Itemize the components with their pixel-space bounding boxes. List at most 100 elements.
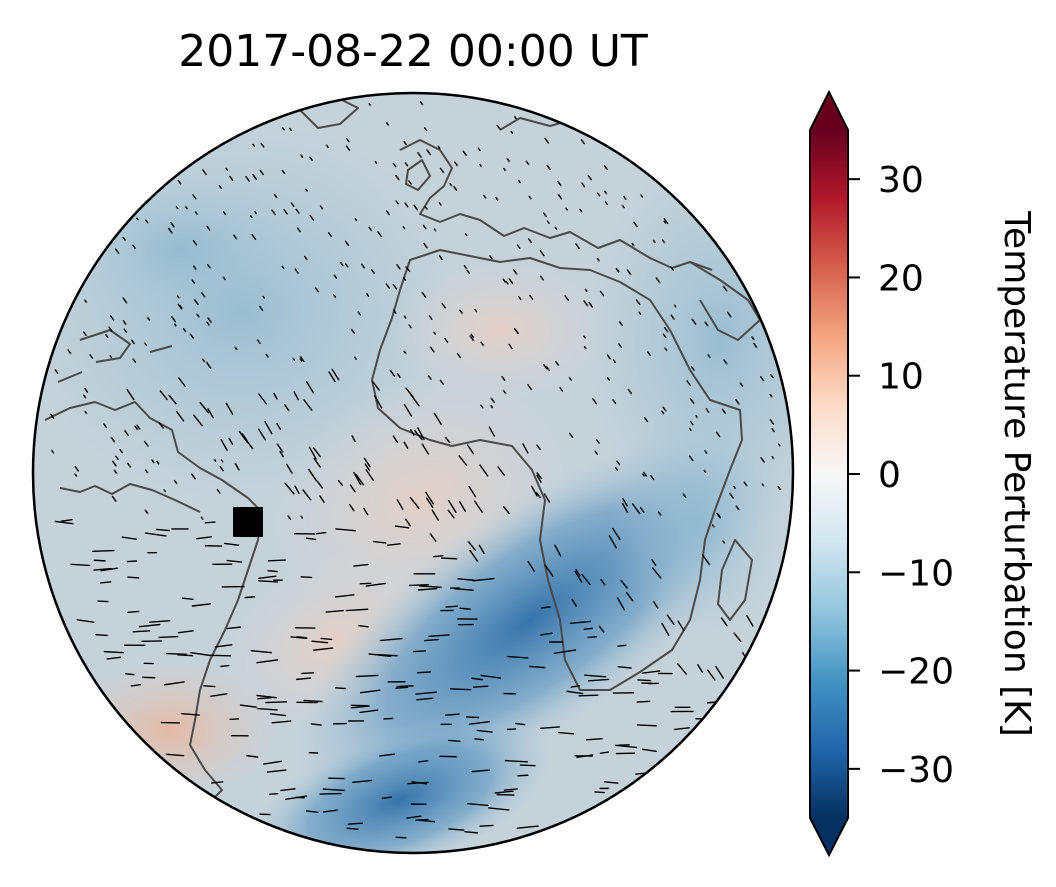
wind-vector (516, 825, 539, 829)
wind-vector (661, 239, 666, 244)
wind-vector (281, 169, 286, 175)
wind-vector (283, 403, 290, 412)
wind-vector (464, 830, 478, 834)
wind-vector (93, 559, 106, 562)
wind-vector (439, 167, 445, 174)
wind-vector (228, 437, 234, 445)
wind-vector (91, 549, 115, 552)
wind-vector (273, 193, 278, 199)
wind-vector (409, 429, 415, 436)
wind-vector (529, 294, 534, 300)
wind-vector (106, 656, 122, 660)
wind-vector (508, 343, 513, 350)
wind-vector (576, 754, 594, 759)
wind-vector (635, 772, 645, 775)
wind-vector (596, 258, 600, 262)
coast-madagascar (717, 539, 753, 621)
wind-vector (488, 807, 510, 811)
wind-vector (283, 209, 288, 215)
wind-vector (527, 560, 535, 572)
colorbar-tick-label: 0 (878, 455, 901, 496)
wind-vector (222, 211, 227, 216)
wind-vector (163, 489, 167, 493)
wind-vector (600, 578, 606, 586)
wind-vector (739, 382, 744, 387)
wind-vector (633, 221, 638, 228)
wind-vector (385, 283, 391, 289)
wind-vector (429, 346, 435, 353)
wind-vector (332, 294, 337, 299)
wind-vector (206, 321, 210, 326)
wind-vector (474, 308, 478, 313)
wind-vector (403, 315, 407, 319)
wind-vector (251, 233, 257, 240)
wind-vector (328, 371, 336, 383)
wind-vector (387, 543, 401, 546)
wind-vector (606, 377, 610, 381)
wind-vector (203, 685, 216, 688)
wind-vector (145, 219, 149, 224)
wind-vector (769, 419, 775, 425)
wind-vector (214, 644, 233, 648)
wind-vector (604, 201, 608, 206)
wind-vector (722, 540, 726, 544)
wind-vector (234, 462, 240, 471)
wind-vector (322, 788, 346, 792)
wind-vector (377, 231, 382, 237)
wind-vector (225, 167, 229, 171)
wind-vector (568, 376, 572, 381)
wind-vector (121, 536, 138, 540)
wind-vector (308, 446, 317, 460)
wind-vector (334, 594, 355, 598)
wind-vector (516, 244, 521, 249)
wind-vector (515, 722, 526, 726)
wind-vector (394, 525, 410, 529)
wind-vectors (50, 101, 781, 839)
wind-vector (303, 255, 308, 261)
colorbar-ticks: 30 20 10 0 −10 −20 −30 (848, 160, 954, 791)
wind-vector (447, 509, 455, 519)
wind-vector (204, 521, 216, 524)
wind-vector (432, 554, 444, 558)
wind-vector (193, 414, 203, 427)
wind-vector (233, 234, 238, 240)
wind-vector (777, 485, 781, 491)
wind-vector (132, 358, 137, 363)
wind-vector (345, 608, 369, 612)
wind-vector (478, 544, 485, 554)
wind-vector (262, 295, 265, 299)
wind-vector (433, 228, 437, 232)
wind-vector (594, 450, 599, 456)
wind-vector (546, 220, 550, 225)
wind-vector (652, 600, 659, 609)
wind-vector (642, 748, 657, 752)
wind-vector (305, 537, 317, 541)
wind-vector (259, 305, 264, 311)
wind-vector (631, 242, 635, 247)
wind-vector (392, 309, 397, 314)
wind-vector (638, 311, 642, 315)
wind-vector (606, 354, 611, 360)
wind-vector (489, 255, 493, 260)
wind-vector (144, 532, 167, 537)
wind-vector (677, 620, 685, 631)
wind-vector (655, 277, 661, 284)
wind-vector (448, 739, 461, 743)
wind-vector (368, 226, 373, 232)
wind-vector (350, 328, 356, 334)
wind-vector (510, 130, 514, 134)
wind-vector (144, 469, 149, 474)
wind-vector (557, 180, 562, 187)
wind-vector (368, 653, 392, 658)
wind-vector (206, 225, 211, 231)
wind-vector (583, 346, 587, 350)
wind-vector (257, 696, 272, 700)
wind-vector (522, 443, 529, 454)
wind-vector (76, 619, 95, 623)
wind-vector (413, 429, 423, 441)
wind-vector (530, 485, 538, 497)
colorbar-tick-label: −10 (878, 553, 954, 594)
wind-vector (136, 217, 139, 221)
wind-vector (84, 410, 88, 415)
wind-vector (608, 535, 617, 549)
